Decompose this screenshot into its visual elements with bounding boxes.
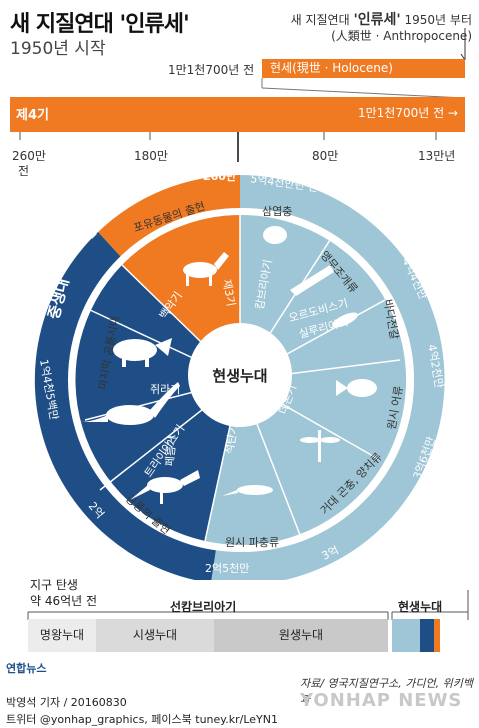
tick-260: 260만 <box>12 149 46 163</box>
page-subtitle: 1950년 시작 <box>10 39 106 59</box>
geologic-circle-diagram: 현생누대 신생대 중생대 고생대 260만 6천5백만 1억4천5백만 2억 2… <box>34 163 447 580</box>
anthropocene-suffix: 1950년 부터 <box>404 13 472 27</box>
eon-cenozoic-block <box>434 619 440 652</box>
eon-hadean: 명왕누대 <box>28 619 96 652</box>
tick-180: 180만 <box>134 149 168 163</box>
holocene-start-label: 1만1천700년 전 <box>168 63 255 77</box>
precambrian-label: 선캄브리아기 <box>170 600 237 614</box>
horse-icon <box>183 252 229 286</box>
anthropocene-latin: (人類世 · Anthropocene) <box>331 29 472 43</box>
earth-origin-line2: 약 46억년 전 <box>30 594 98 608</box>
sea-scorpion-icon <box>332 312 358 328</box>
holocene-bar: 현세(現世 · Holocene) <box>262 59 465 78</box>
age-2-5: 2억5천만 <box>205 561 249 575</box>
event-sea-scorpion: 바다전갈 <box>381 298 402 340</box>
anthropocene-prefix: 새 지질연대 <box>290 13 350 27</box>
yonhap-logo: 연합뉴스 <box>6 662 47 675</box>
theropod-icon <box>130 470 200 504</box>
quaternary-label: 제4기 <box>16 108 49 123</box>
eon-archean: 시생누대 <box>96 619 214 652</box>
triceratops-icon <box>113 338 172 367</box>
eon-proterozoic: 원생누대 <box>214 619 388 652</box>
trilobite-icon <box>263 226 287 244</box>
tick-13: 13만년 <box>418 149 456 163</box>
event-reptiles: 원시 파충류 <box>225 536 279 549</box>
center-label: 현생누대 <box>212 367 267 385</box>
anthropocene-name: '인류세' <box>353 12 401 28</box>
quaternary-bar <box>10 97 465 132</box>
anthropocene-label: 새 지질연대 '인류세' 1950년 부터 (人類世 · Anthropocen… <box>262 12 472 44</box>
anthropocene-pointer-icon <box>460 28 466 61</box>
center-circle <box>188 323 292 427</box>
reptile-icon <box>222 485 273 496</box>
social-credit: 트위터 @yonhap_graphics, 페이스북 tuney.kr/LeYN… <box>6 713 278 726</box>
eon-mesozoic-block <box>420 619 434 652</box>
period-tertiary: 제3기 <box>220 278 238 307</box>
holocene-connector <box>261 78 466 99</box>
earth-origin-line1: 지구 탄생 <box>30 578 78 592</box>
outer-ring-cenozoic <box>98 174 240 257</box>
phanerozoic-label: 현생누대 <box>398 600 443 614</box>
nautiloid-icon <box>290 265 334 296</box>
inner-paleozoic <box>205 214 407 545</box>
dragonfly-icon <box>300 430 340 462</box>
page-title: 새 지질연대 '인류세' <box>10 12 190 37</box>
timeline-axis <box>19 132 437 162</box>
event-trilobite: 삼엽충 <box>262 205 292 218</box>
tick-80: 80만 <box>312 149 339 163</box>
eon-paleozoic-block <box>392 619 420 652</box>
period-carboniferous: 석탄기 <box>223 423 241 455</box>
sauropod-icon <box>80 382 180 425</box>
quaternary-end-label: 1만1천700년 전 → <box>357 106 458 120</box>
fish-icon <box>336 379 377 397</box>
period-permian: 페름기 <box>163 435 179 466</box>
watermark: YONHAP NEWS <box>300 690 463 711</box>
source-credit: 자료/ 영국지질연구소, 가디언, 위키백과 <box>300 677 473 706</box>
tick-260-suffix: 전 <box>18 164 30 178</box>
earth-origin-label: 지구 탄생 약 46억년 전 <box>30 577 97 609</box>
age-260: 260만 <box>203 169 236 183</box>
bottom-bracket <box>27 590 469 620</box>
outer-ring-paleozoic <box>211 175 445 580</box>
reporter-credit: 박영석 기자 / 20160830 <box>6 696 127 709</box>
